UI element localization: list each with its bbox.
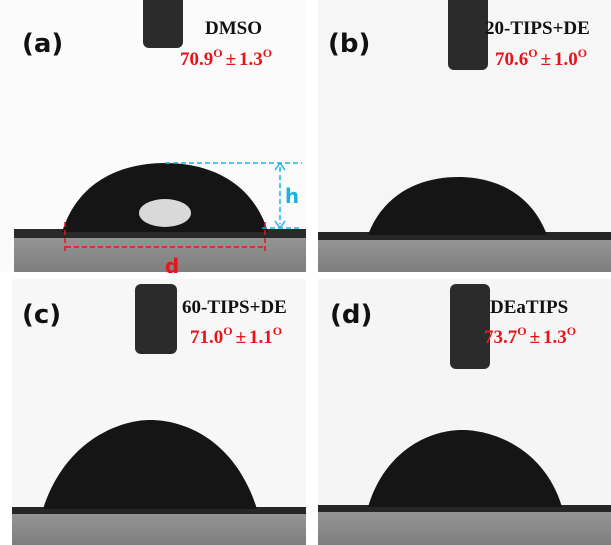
needle: [143, 0, 183, 48]
solvent: 60-TIPS+DE: [182, 297, 287, 318]
panel-label: (c): [22, 300, 61, 330]
panel-label: (b): [328, 29, 370, 59]
plus-minus: ±: [541, 49, 551, 70]
diameter-label: d: [165, 254, 179, 278]
degree: O: [223, 324, 232, 338]
plus-minus: ±: [226, 49, 236, 70]
degree: O: [263, 46, 272, 60]
degree: O: [567, 324, 576, 338]
solvent: 20-TIPS+DE: [485, 18, 590, 39]
contact-angle: 70.6O±1.0O: [495, 46, 587, 70]
angle: 70.6: [495, 49, 528, 70]
error: 1.3: [543, 327, 567, 348]
error: 1.0: [554, 49, 578, 70]
height-label: h: [285, 184, 299, 208]
panel-label: (d): [330, 300, 372, 330]
angle: 73.7: [484, 327, 518, 348]
figure: h d (a) (b) (c) (d) DMSO 20-TIPS+DE 60-T…: [0, 0, 611, 545]
contact-angle: 71.0O±1.1O: [190, 324, 282, 348]
degree: O: [578, 46, 587, 60]
needle: [135, 284, 177, 354]
angle: 70.9: [180, 49, 213, 70]
contact-angle: 70.9O±1.3O: [180, 46, 272, 70]
needle: [448, 0, 488, 70]
plus-minus: ±: [236, 327, 246, 348]
degree: O: [273, 324, 282, 338]
error: 1.3: [239, 49, 263, 70]
solvent: DEaTIPS: [490, 297, 568, 318]
plus-minus: ±: [530, 327, 540, 348]
solvent: DMSO: [205, 18, 262, 39]
degree: O: [528, 46, 537, 60]
panel-label: (a): [22, 29, 63, 59]
droplet-reflection: [139, 199, 191, 227]
contact-angle: 73.7O±1.3O: [484, 324, 576, 348]
degree: O: [213, 46, 222, 60]
error: 1.1: [249, 327, 273, 348]
degree: O: [517, 324, 526, 338]
angle: 71.0: [190, 327, 223, 348]
